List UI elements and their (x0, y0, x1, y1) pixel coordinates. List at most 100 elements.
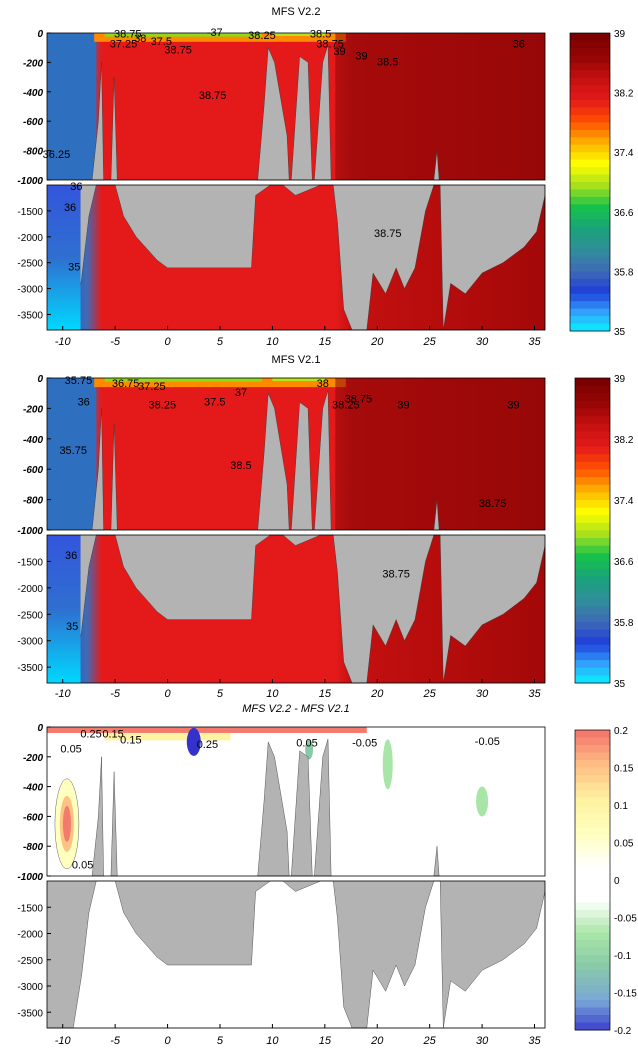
colorbar-tick-label: 0 (614, 876, 620, 887)
contour-label: 39 (333, 46, 345, 58)
colorbar-swatch (575, 591, 610, 600)
colorbar-swatch (570, 107, 610, 116)
colorbar-swatch (575, 895, 610, 903)
diff-neg-spot (476, 786, 489, 817)
y-tick-label: -1500 (17, 557, 43, 568)
colorbar-swatch (575, 767, 610, 776)
colorbar-swatch (570, 182, 610, 190)
colorbar-swatch (570, 152, 610, 161)
y-tick-label: -800 (23, 842, 43, 853)
west-water-lower (47, 535, 81, 683)
surface-band-green (104, 33, 262, 37)
x-tick-label: -10 (55, 1035, 72, 1047)
surface-band (94, 378, 346, 388)
contour-label: 0.15 (120, 734, 141, 746)
colorbar-swatch (570, 219, 610, 228)
contour-label: 38.25 (248, 30, 276, 42)
colorbar-swatch (575, 835, 610, 843)
y-tick-label: -400 (23, 435, 43, 446)
colorbar-swatch (575, 439, 610, 448)
y-tick-label: -2500 (17, 610, 43, 621)
colorbar-swatch (575, 730, 610, 738)
y-tick-label: -800 (23, 496, 43, 507)
x-tick-label: 35 (528, 688, 541, 700)
colorbar-swatch (570, 249, 610, 257)
contour-label: 37.5 (151, 36, 172, 48)
colorbar-swatch (575, 561, 610, 570)
y-tick-label: 0 (37, 29, 43, 40)
x-tick-label: -10 (55, 336, 72, 348)
y-tick-label: -200 (23, 58, 43, 69)
contour-label: 37 (235, 387, 247, 399)
colorbar-swatch (570, 62, 610, 71)
colorbar-swatch (575, 545, 610, 554)
x-tick-label: 25 (423, 688, 437, 700)
colorbar-swatch (575, 652, 610, 661)
contour-label: 37.25 (110, 39, 138, 51)
colorbar-swatch (575, 400, 610, 409)
deep-water (47, 534, 546, 684)
y-tick-label: -1500 (17, 903, 43, 914)
diff-neg-spot (305, 739, 314, 760)
x-tick-label: 0 (165, 336, 172, 348)
colorbar-swatch (575, 970, 610, 978)
colorbar-swatch (575, 522, 610, 531)
colorbar-tick-label: -0.15 (614, 989, 637, 1000)
contour-label: 38.5 (377, 56, 398, 68)
colorbar-swatch (570, 33, 610, 41)
contour-label: 37.25 (138, 381, 166, 393)
x-tick-label: -10 (55, 688, 72, 700)
colorbar-swatch (575, 408, 610, 417)
west-water-upper (47, 33, 97, 180)
colorbar-swatch (575, 454, 610, 463)
colorbar-swatch (575, 599, 610, 608)
colorbar-swatch (575, 461, 610, 470)
colorbar-swatch (575, 393, 610, 402)
colorbar-swatch (570, 196, 610, 205)
contour-label: -37 (207, 27, 223, 39)
colorbar-swatch (575, 1015, 610, 1023)
y-tick-label: -200 (23, 404, 43, 415)
colorbar-swatch (575, 583, 610, 592)
colorbar-swatch (575, 760, 610, 768)
colorbar-swatch (575, 827, 610, 836)
contour-label: 0.25 (197, 739, 218, 751)
colorbar-swatch (575, 492, 610, 501)
y-tick-label: -2500 (17, 956, 43, 967)
colorbar-swatch (570, 271, 610, 280)
y-tick-label: -1500 (17, 207, 43, 218)
colorbar-swatch (570, 211, 610, 220)
y-tick-label: -600 (23, 812, 43, 823)
colorbar-swatch (575, 500, 610, 509)
colorbar-swatch (575, 553, 610, 562)
axes-upper (46, 377, 546, 531)
axes-upper (46, 726, 546, 877)
x-tick-label: 5 (217, 336, 224, 348)
contour-label: 38.75 (114, 28, 142, 40)
x-tick-label: 0 (165, 1035, 172, 1047)
contour-label: 35 (68, 261, 80, 273)
colorbar-swatch (575, 614, 610, 623)
y-tick-label: -2000 (17, 584, 43, 595)
colorbar-swatch (575, 812, 610, 821)
colorbar-swatch (575, 775, 610, 783)
colorbar-tick-label: 0.1 (614, 801, 628, 812)
diff-surface-weak (104, 732, 231, 741)
diff-surface-pos (47, 727, 367, 733)
colorbar-swatch (575, 940, 610, 948)
contour-label: 38.75 (164, 45, 192, 57)
x-tick-label: 20 (370, 1035, 384, 1047)
colorbar-swatch (575, 629, 610, 638)
colorbar-tick-label: 36.6 (614, 208, 634, 219)
colorbar-swatch (570, 114, 610, 123)
contour-label: 39 (355, 50, 367, 62)
y-tick-label: 0 (37, 723, 43, 734)
contour-label: 38 (134, 33, 146, 45)
colorbar-tick-label: -0.2 (614, 1026, 632, 1037)
contour-label: 39 (397, 399, 409, 411)
x-tick-label: 15 (319, 688, 332, 700)
colorbar-swatch (570, 308, 610, 317)
colorbar-swatch (570, 241, 610, 250)
contour-label: 38.75 (316, 39, 344, 51)
